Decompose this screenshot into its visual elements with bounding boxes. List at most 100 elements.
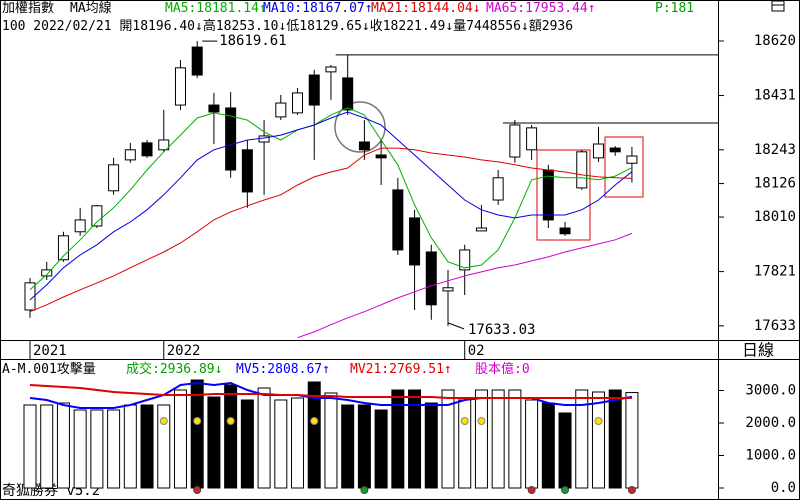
candle-body xyxy=(41,269,53,277)
candle-body xyxy=(475,227,487,232)
volume-bar xyxy=(56,402,70,489)
legend-entry: MA65:17953.44↑ xyxy=(486,1,596,16)
ma-line xyxy=(29,111,633,301)
candle-body xyxy=(225,107,237,171)
candle-body xyxy=(275,102,287,118)
header-subtitle: MA均線 xyxy=(70,1,112,16)
volume-bar xyxy=(525,399,539,489)
volume-bar xyxy=(257,387,271,489)
volume-bar xyxy=(307,381,321,489)
volume-bar xyxy=(341,404,355,489)
candle-body xyxy=(174,67,186,106)
y-tick-label: 3000.0 xyxy=(745,383,796,399)
header-info: 100 2022/02/21 開18196.40↓高18253.10↓低1812… xyxy=(2,18,716,36)
volume-bar xyxy=(207,396,221,489)
candle-body xyxy=(442,287,454,292)
highlight-box xyxy=(536,149,591,241)
candle-body xyxy=(609,147,621,153)
volume-bar xyxy=(508,389,522,489)
y-tick-label: 1000.0 xyxy=(745,448,796,464)
volume-bar xyxy=(458,399,472,489)
annotation: 17633.03 xyxy=(468,322,535,338)
candle-body xyxy=(325,66,337,73)
volume-bar xyxy=(190,379,204,489)
x-tick-label: 2021 xyxy=(33,343,67,359)
candle-body xyxy=(409,217,421,266)
legend-entry: 成交:2936.89↓ xyxy=(126,362,223,377)
candle-body xyxy=(208,104,220,113)
volume-bar xyxy=(575,389,589,489)
y-tick-label: 0.0 xyxy=(771,480,796,496)
candle-body xyxy=(158,139,170,151)
candle-body xyxy=(124,149,136,161)
candle-body xyxy=(292,92,304,114)
y-tick-label: 18010 xyxy=(754,209,796,225)
candle-body xyxy=(509,124,521,158)
signal-dot xyxy=(594,417,603,425)
legend-entry: MV5:2808.67↑ xyxy=(236,362,330,377)
y-tick-label: 18620 xyxy=(754,33,796,49)
candle-body xyxy=(392,189,404,251)
volume-bar xyxy=(123,404,137,489)
signal-dot xyxy=(561,486,570,494)
volume-bar xyxy=(291,397,305,489)
y-tick-label: 18126 xyxy=(754,176,796,192)
candle-body xyxy=(258,135,270,143)
volume-bar xyxy=(625,392,639,489)
header-extra: P:181 xyxy=(655,1,695,16)
volume-bar xyxy=(324,392,338,489)
y-tick-label: 2000.0 xyxy=(745,415,796,431)
volume-bar xyxy=(240,399,254,489)
volume-bar xyxy=(408,389,422,489)
candle-body xyxy=(576,151,588,189)
legend-entry: MA5:18181.14↑ xyxy=(165,1,267,16)
volume-bar xyxy=(274,399,288,489)
candle-body xyxy=(108,164,120,192)
info-text: 100 2022/02/21 開18196.40↓高18253.10↓低1812… xyxy=(2,19,574,34)
volume-bar xyxy=(140,404,154,489)
volume-bar xyxy=(374,409,388,489)
candle-body xyxy=(141,142,153,157)
ma-line xyxy=(29,147,632,313)
volume-bar xyxy=(608,389,622,489)
volume-bar xyxy=(40,404,54,489)
legend-entry: MA21:18144.04↓ xyxy=(371,1,481,16)
annotation-leader xyxy=(447,322,465,330)
volume-bar xyxy=(157,404,171,489)
volume-bar xyxy=(424,402,438,489)
volume-bar xyxy=(173,389,187,489)
legend-entry: MA10:18167.07↑ xyxy=(263,1,373,16)
candle-body xyxy=(74,219,86,233)
volume-bar xyxy=(73,409,87,489)
highlight-box xyxy=(604,136,644,198)
header-line: 加權指數 MA均線 MA5:18181.14↑ MA10:18167.07↑ M… xyxy=(2,0,716,18)
volume-bar xyxy=(23,404,37,489)
candle-body xyxy=(241,149,253,193)
legend-entry: MV21:2769.51↑ xyxy=(350,362,452,377)
signal-dot xyxy=(627,486,636,494)
ma-line xyxy=(29,107,633,291)
candle-body xyxy=(358,141,370,151)
candle-body xyxy=(375,154,387,159)
volume-bar xyxy=(541,402,555,489)
signal-dot xyxy=(226,417,235,425)
x-tick-label: 02 xyxy=(468,343,485,359)
volume-bar xyxy=(90,409,104,489)
volume-bar xyxy=(558,412,572,489)
volume-bar xyxy=(441,389,455,489)
candle-body xyxy=(24,282,36,311)
volume-bar xyxy=(474,389,488,489)
volume-bar xyxy=(591,391,605,489)
candle-body xyxy=(526,127,538,151)
candle-body xyxy=(592,143,604,159)
header-title: 加權指數 xyxy=(2,1,55,16)
volume-bar xyxy=(357,404,371,489)
volume-bar xyxy=(107,409,121,489)
capital-label: 股本億:0 xyxy=(475,362,530,377)
annotation: 18619.61 xyxy=(219,33,286,49)
volume-bar xyxy=(391,389,405,489)
signal-dot xyxy=(310,417,319,425)
candle-body xyxy=(559,227,571,235)
